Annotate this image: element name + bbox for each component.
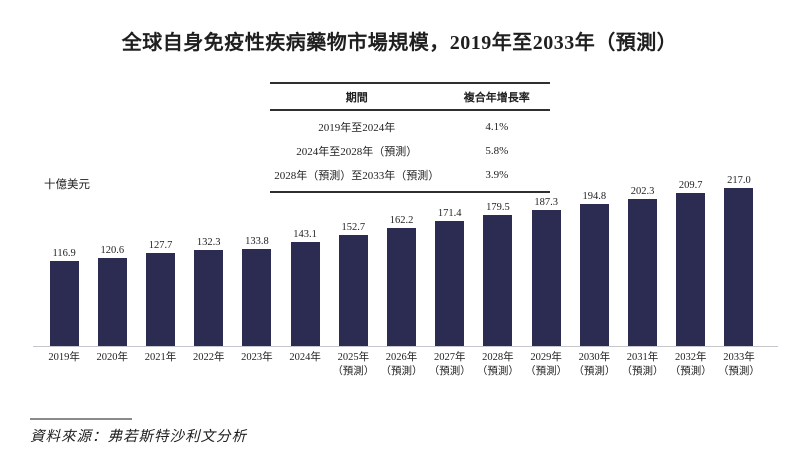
- bar: [387, 227, 417, 346]
- period-cell: 2024年至2028年（預測）: [296, 146, 418, 158]
- x-axis-labels: 2019年 2020年 2021年 2022年 2023年 2024年 2025年 （預測） 2…: [40, 351, 763, 378]
- x-axis-label: 2032年 （預測）: [669, 352, 712, 377]
- table-row: 2019年至2024年 4.1%: [270, 110, 550, 139]
- x-axis-line: [33, 346, 778, 347]
- bar-column: 116.9: [40, 171, 88, 346]
- bar-value-label: 116.9: [52, 247, 76, 259]
- cagr-cell: 5.8%: [485, 145, 509, 157]
- cagr-cell: 4.1%: [485, 121, 509, 133]
- x-axis-label: 2024年: [289, 352, 321, 363]
- x-axis-label: 2029年 （預測）: [525, 352, 568, 377]
- bar-chart: 116.9 120.6 127.7 132.3 133.8 143.1 152.7 162.2…: [40, 171, 763, 378]
- bar-value-label: 194.8: [582, 191, 607, 203]
- bar: [338, 234, 368, 346]
- bar-column: 187.3: [522, 171, 570, 346]
- bar-column: 209.7: [667, 171, 715, 346]
- bar: [49, 260, 79, 346]
- cagr-cell: 3.9%: [443, 163, 550, 193]
- bar-value-label: 127.7: [148, 240, 173, 251]
- bar: [579, 204, 609, 346]
- bar-column: 217.0: [715, 171, 763, 346]
- chart-title: 全球自身免疫性疾病藥物市場規模，2019年至2033年（預測）: [121, 32, 678, 54]
- bar-value-label: 179.5: [486, 202, 510, 214]
- bar-value-label: 162.2: [389, 214, 414, 226]
- bar-value-label: 187.3: [534, 196, 558, 208]
- bar-column: 152.7: [329, 171, 377, 346]
- period-cell: 2019年至2024年: [318, 122, 396, 134]
- y-axis-unit-label: 十億美元: [44, 179, 90, 191]
- bar-column: 133.8: [233, 171, 281, 346]
- bar-value-label: 132.3: [196, 236, 221, 248]
- bar-column: 202.3: [618, 171, 666, 346]
- bar-value-label: 217.0: [727, 175, 751, 186]
- bar-value-label: 171.4: [437, 208, 462, 220]
- source-divider: [30, 418, 132, 420]
- x-axis-label: 2025年 （預測）: [332, 352, 375, 377]
- x-axis-label: 2019年: [48, 352, 80, 363]
- bar-column: 127.7: [136, 171, 184, 346]
- x-axis-label: 2030年 （預測）: [573, 352, 616, 377]
- bar-column: 143.1: [281, 171, 329, 346]
- x-axis-label: 2022年: [192, 352, 225, 363]
- bar: [628, 198, 658, 346]
- bar-column: 132.3: [185, 171, 233, 346]
- source-note: 資料來源：弗若斯特沙利文分析: [30, 429, 247, 445]
- bar: [242, 248, 272, 346]
- plot-area: 116.9 120.6 127.7 132.3 133.8 143.1 152.7 162.2…: [40, 171, 763, 346]
- x-axis-label: 2026年 （預測）: [380, 352, 423, 377]
- bar-column: 120.6: [88, 171, 136, 346]
- bar-column: 179.5: [474, 171, 522, 346]
- cagr-table: 期間 複合年增長率 2019年至2024年 4.1% 2024年至2028年（預…: [270, 82, 550, 193]
- table-row: 2028年（預測）至2033年（預測） 3.9%: [270, 163, 550, 193]
- bar-value-label: 202.3: [630, 185, 655, 197]
- x-axis-label: 2027年 （預測）: [428, 352, 471, 377]
- bar-value-label: 143.1: [293, 228, 317, 240]
- x-axis-label: 2033年 （預測）: [717, 352, 760, 377]
- bar: [483, 215, 513, 346]
- bar-column: 171.4: [426, 171, 474, 346]
- cagr-table-header-period: 期間: [270, 82, 444, 111]
- x-axis-label: 2020年: [96, 352, 129, 363]
- x-axis-label: 2031年 （預測）: [621, 352, 664, 377]
- bar: [531, 209, 561, 346]
- x-axis-label: 2023年: [241, 352, 273, 363]
- cagr-table-header-row: 期間 複合年增長率: [270, 82, 550, 111]
- bar-value-label: 152.7: [341, 221, 366, 233]
- bar-value-label: 120.6: [100, 245, 125, 257]
- bar-value-label: 209.7: [678, 180, 703, 192]
- bar-column: 162.2: [377, 171, 425, 346]
- bar: [676, 193, 706, 346]
- bar: [194, 249, 224, 346]
- bar: [435, 221, 465, 346]
- bar: [290, 241, 320, 346]
- bar: [724, 188, 754, 346]
- bar-value-label: 133.8: [245, 235, 269, 247]
- table-row: 2024年至2028年（預測） 5.8%: [270, 139, 550, 163]
- cagr-table-header-cagr: 複合年增長率: [443, 82, 550, 111]
- x-axis-label: 2021年: [144, 352, 177, 363]
- bar: [97, 258, 127, 346]
- bar: [146, 253, 175, 346]
- period-cell: 2028年（預測）至2033年（預測）: [270, 163, 444, 193]
- bar-column: 194.8: [570, 171, 618, 346]
- x-axis-label: 2028年 （預測）: [476, 352, 519, 377]
